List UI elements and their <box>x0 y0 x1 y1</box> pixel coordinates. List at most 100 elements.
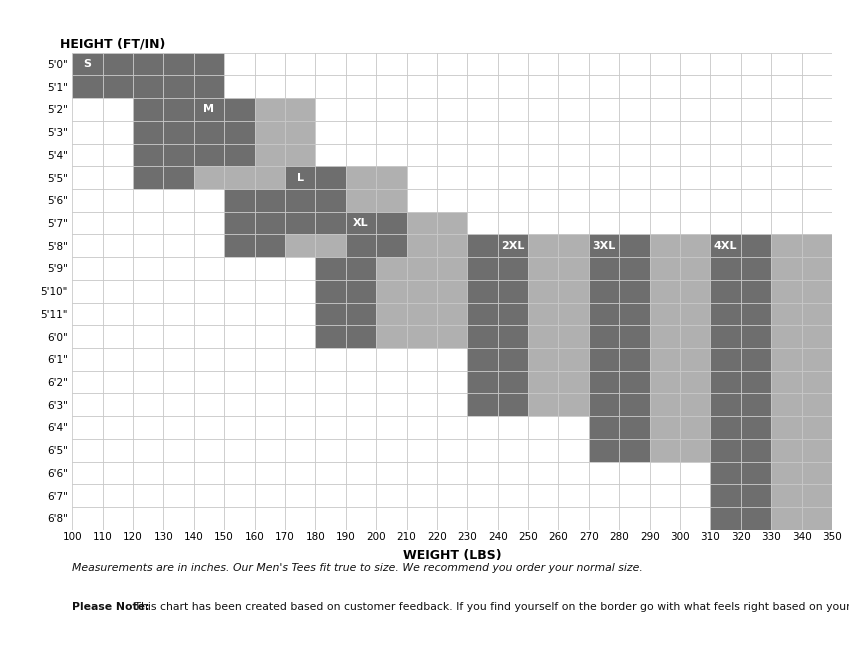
Bar <box>255 280 285 303</box>
Bar <box>649 393 680 416</box>
Bar <box>680 143 711 166</box>
Bar <box>589 98 619 121</box>
Bar <box>771 325 801 348</box>
Bar <box>103 439 133 461</box>
Bar <box>711 280 741 303</box>
Bar <box>224 121 255 143</box>
Bar <box>741 461 771 484</box>
Bar <box>407 439 437 461</box>
Bar <box>771 189 801 212</box>
Bar <box>194 53 224 76</box>
Bar <box>285 484 315 507</box>
Bar <box>498 189 528 212</box>
Bar <box>771 507 801 530</box>
Bar <box>680 257 711 280</box>
Bar <box>649 303 680 325</box>
Bar <box>133 280 163 303</box>
Bar <box>680 166 711 189</box>
Bar <box>346 439 376 461</box>
Bar <box>801 234 832 257</box>
Bar <box>255 76 285 98</box>
Bar <box>589 121 619 143</box>
Bar <box>376 484 407 507</box>
Bar <box>103 484 133 507</box>
Bar <box>559 325 589 348</box>
Bar <box>255 53 285 76</box>
Text: Measurements are in inches. Our Men's Tees fit true to size. We recommend you or: Measurements are in inches. Our Men's Te… <box>72 563 643 572</box>
Bar <box>528 280 559 303</box>
Bar <box>72 166 103 189</box>
Bar <box>224 348 255 370</box>
Bar <box>771 416 801 439</box>
Bar <box>72 484 103 507</box>
Bar <box>467 348 498 370</box>
Bar <box>346 98 376 121</box>
Bar <box>133 143 163 166</box>
Bar <box>315 370 346 393</box>
Bar <box>711 484 741 507</box>
Bar <box>559 484 589 507</box>
Bar <box>528 325 559 348</box>
Bar <box>680 303 711 325</box>
Bar <box>315 280 346 303</box>
Bar <box>376 416 407 439</box>
Bar <box>801 121 832 143</box>
Bar <box>741 212 771 234</box>
Bar <box>315 507 346 530</box>
Bar <box>801 98 832 121</box>
Bar <box>649 234 680 257</box>
Bar <box>133 53 163 76</box>
Bar <box>315 303 346 325</box>
Bar <box>619 257 649 280</box>
Bar <box>103 121 133 143</box>
Bar <box>498 143 528 166</box>
Bar <box>285 234 315 257</box>
Bar <box>528 166 559 189</box>
Bar <box>194 303 224 325</box>
Bar <box>224 143 255 166</box>
Bar <box>437 212 467 234</box>
Bar <box>346 303 376 325</box>
Bar <box>407 166 437 189</box>
Bar <box>619 439 649 461</box>
Bar <box>680 212 711 234</box>
Bar <box>346 461 376 484</box>
Bar <box>498 234 528 257</box>
Bar <box>680 484 711 507</box>
Bar <box>467 416 498 439</box>
Bar <box>619 98 649 121</box>
Bar <box>437 370 467 393</box>
Bar <box>680 76 711 98</box>
Bar <box>589 53 619 76</box>
Bar <box>619 303 649 325</box>
Bar <box>771 212 801 234</box>
Bar <box>498 348 528 370</box>
Bar <box>72 507 103 530</box>
Bar <box>559 189 589 212</box>
Bar <box>346 76 376 98</box>
Bar <box>680 121 711 143</box>
Bar <box>255 461 285 484</box>
Bar <box>103 257 133 280</box>
Bar <box>255 507 285 530</box>
Bar <box>649 189 680 212</box>
Bar <box>255 234 285 257</box>
Text: M: M <box>204 105 215 114</box>
Bar <box>559 507 589 530</box>
Bar <box>711 143 741 166</box>
Bar <box>163 280 194 303</box>
Bar <box>528 121 559 143</box>
Bar <box>649 507 680 530</box>
Bar <box>224 325 255 348</box>
Bar <box>801 166 832 189</box>
Bar <box>72 325 103 348</box>
Bar <box>528 416 559 439</box>
Bar <box>133 234 163 257</box>
Bar <box>498 303 528 325</box>
Bar <box>589 280 619 303</box>
Bar <box>498 166 528 189</box>
Bar <box>498 257 528 280</box>
Bar <box>103 53 133 76</box>
Bar <box>103 98 133 121</box>
Bar <box>315 53 346 76</box>
